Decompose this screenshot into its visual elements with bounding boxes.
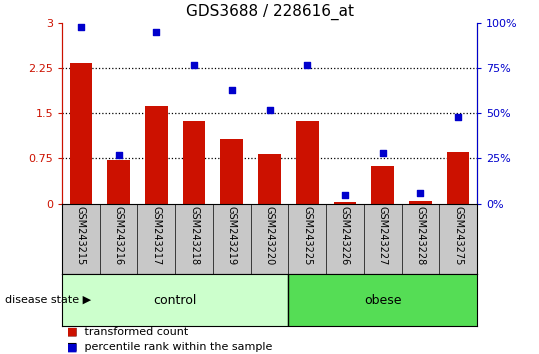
Text: GSM243219: GSM243219	[227, 206, 237, 265]
Point	[190, 62, 198, 67]
Point	[378, 150, 387, 156]
Bar	[371, 166, 394, 204]
Point	[416, 190, 425, 195]
Text: GSM243216: GSM243216	[114, 206, 123, 265]
Text: ■  transformed count: ■ transformed count	[67, 326, 189, 336]
Text: GSM243275: GSM243275	[453, 206, 463, 265]
Point	[114, 152, 123, 158]
Title: GDS3688 / 228616_at: GDS3688 / 228616_at	[185, 4, 354, 20]
Text: ■: ■	[67, 342, 78, 352]
Text: GSM243228: GSM243228	[416, 206, 425, 265]
Bar	[107, 160, 130, 204]
Bar	[296, 120, 319, 204]
Point	[227, 87, 236, 93]
Bar	[220, 139, 243, 204]
Bar	[70, 63, 92, 204]
Bar	[258, 154, 281, 204]
Text: GSM243217: GSM243217	[151, 206, 161, 265]
Point	[454, 114, 462, 120]
Bar	[409, 200, 432, 204]
Point	[152, 29, 161, 35]
Bar	[447, 152, 469, 204]
Text: ■  percentile rank within the sample: ■ percentile rank within the sample	[67, 342, 273, 352]
Point	[341, 192, 349, 198]
Point	[303, 62, 312, 67]
Text: GSM243226: GSM243226	[340, 206, 350, 265]
Text: GSM243215: GSM243215	[76, 206, 86, 265]
Text: GSM243227: GSM243227	[378, 206, 388, 265]
Text: GSM243220: GSM243220	[265, 206, 274, 265]
Bar	[183, 120, 205, 204]
Text: GSM243218: GSM243218	[189, 206, 199, 265]
Text: GSM243225: GSM243225	[302, 206, 312, 265]
Text: ■: ■	[67, 326, 78, 336]
Bar	[145, 106, 168, 204]
Point	[265, 107, 274, 113]
Point	[77, 24, 85, 29]
Bar	[334, 202, 356, 204]
Text: control: control	[154, 293, 197, 307]
Text: disease state ▶: disease state ▶	[5, 295, 92, 305]
Text: obese: obese	[364, 293, 402, 307]
